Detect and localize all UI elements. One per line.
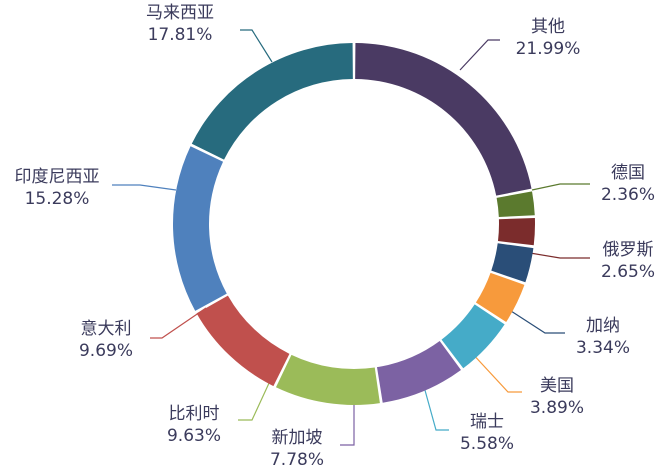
leader-line-4	[510, 310, 565, 334]
leader-line-2	[531, 183, 590, 191]
slice-label-name-5: 美国	[540, 376, 574, 396]
donut-slice-2	[496, 191, 535, 217]
slice-label-value-7: 7.78%	[270, 450, 324, 466]
leader-line-7	[340, 400, 355, 446]
donut-slice-10	[173, 146, 227, 311]
slice-label-name-8: 比利时	[169, 404, 220, 424]
slice-label-name-1: 其他	[531, 17, 565, 37]
slice-label-name-3: 俄罗斯	[603, 240, 654, 260]
donut-slice-8	[275, 354, 380, 405]
slice-label-value-9: 9.69%	[79, 341, 133, 361]
slice-label-value-1: 21.99%	[516, 39, 581, 59]
donut-slice-6	[441, 304, 505, 369]
slice-label-value-3: 2.65%	[601, 262, 655, 282]
leader-line-3	[529, 252, 590, 259]
donut-slice-11	[191, 43, 353, 160]
donut-slice-4	[491, 243, 534, 283]
slice-label-value-2: 2.36%	[601, 185, 655, 205]
leader-line-1	[459, 39, 500, 71]
slice-label-value-10: 15.28%	[25, 189, 90, 209]
leader-line-11	[240, 29, 273, 63]
slice-label-value-4: 3.34%	[576, 338, 630, 358]
leader-line-9	[150, 307, 207, 339]
donut-slice-3	[497, 218, 536, 246]
slice-label-name-7: 新加坡	[272, 428, 323, 448]
leader-line-6	[422, 382, 449, 431]
leader-line-5	[469, 350, 522, 393]
leader-line-8	[238, 380, 271, 421]
donut-slice-9	[196, 295, 290, 387]
slice-label-name-11: 马来西亚	[146, 3, 214, 23]
donut-slice-7	[376, 340, 461, 403]
slice-label-name-10: 印度尼西亚	[15, 167, 100, 187]
slice-label-value-11: 17.81%	[148, 25, 213, 45]
slice-label-name-6: 瑞士	[470, 412, 504, 432]
slice-label-name-2: 德国	[611, 163, 645, 183]
slice-label-value-5: 3.89%	[530, 398, 584, 418]
slice-label-value-8: 9.63%	[167, 426, 221, 446]
donut-slice-1	[355, 43, 532, 196]
slice-label-value-6: 5.58%	[460, 434, 514, 454]
donut-slice-5	[475, 272, 525, 322]
slice-label-name-4: 加纳	[586, 316, 620, 336]
slice-label-name-9: 意大利	[81, 319, 132, 339]
leader-line-10	[112, 184, 177, 191]
